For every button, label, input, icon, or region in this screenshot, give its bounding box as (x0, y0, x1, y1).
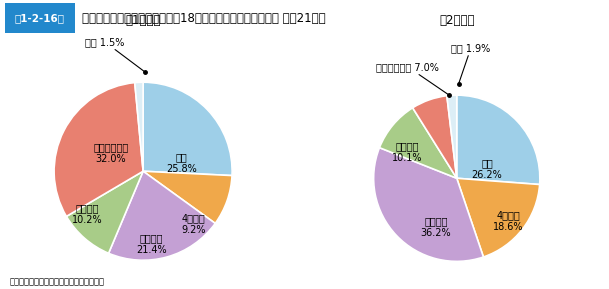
Wedge shape (457, 178, 540, 257)
Text: ２～３日
21.4%: ２～３日 21.4% (136, 233, 166, 255)
Text: ２～３日
36.2%: ２～３日 36.2% (421, 216, 451, 238)
Wedge shape (66, 171, 143, 253)
Text: 毎日
25.8%: 毎日 25.8% (166, 152, 197, 174)
Text: （出典）厚生労働省「全国家庭児童調査」: （出典）厚生労働省「全国家庭児童調査」 (9, 277, 104, 286)
Wedge shape (457, 95, 540, 184)
Text: 家族そろって食事をとる日数（18歳未満の子どものいる世帯 平成21年）: 家族そろって食事をとる日数（18歳未満の子どものいる世帯 平成21年） (82, 12, 326, 25)
Wedge shape (143, 82, 232, 175)
Wedge shape (143, 171, 232, 223)
Wedge shape (447, 95, 457, 178)
Wedge shape (135, 82, 143, 171)
Text: 4日以上
18.6%: 4日以上 18.6% (493, 210, 524, 231)
Wedge shape (374, 148, 484, 261)
Title: （2）夕食: （2）夕食 (439, 14, 474, 27)
Wedge shape (54, 83, 143, 216)
Title: （1）朝食: （1）朝食 (125, 14, 161, 27)
Text: １日だけ
10.2%: １日だけ 10.2% (72, 203, 103, 225)
Text: 毎日
26.2%: 毎日 26.2% (471, 158, 502, 179)
Wedge shape (379, 108, 457, 178)
Text: ほとんどない
32.0%: ほとんどない 32.0% (93, 142, 128, 164)
FancyBboxPatch shape (5, 3, 75, 33)
Text: １日だけ
10.1%: １日だけ 10.1% (392, 141, 423, 163)
Wedge shape (413, 96, 457, 178)
Text: 不詳 1.9%: 不詳 1.9% (451, 43, 490, 84)
Text: 4日以上
9.2%: 4日以上 9.2% (181, 213, 206, 235)
Text: ほとんどない 7.0%: ほとんどない 7.0% (376, 62, 449, 95)
Wedge shape (108, 171, 215, 260)
Text: 第1-2-16図: 第1-2-16図 (15, 13, 65, 23)
Text: 不詳 1.5%: 不詳 1.5% (85, 37, 145, 72)
